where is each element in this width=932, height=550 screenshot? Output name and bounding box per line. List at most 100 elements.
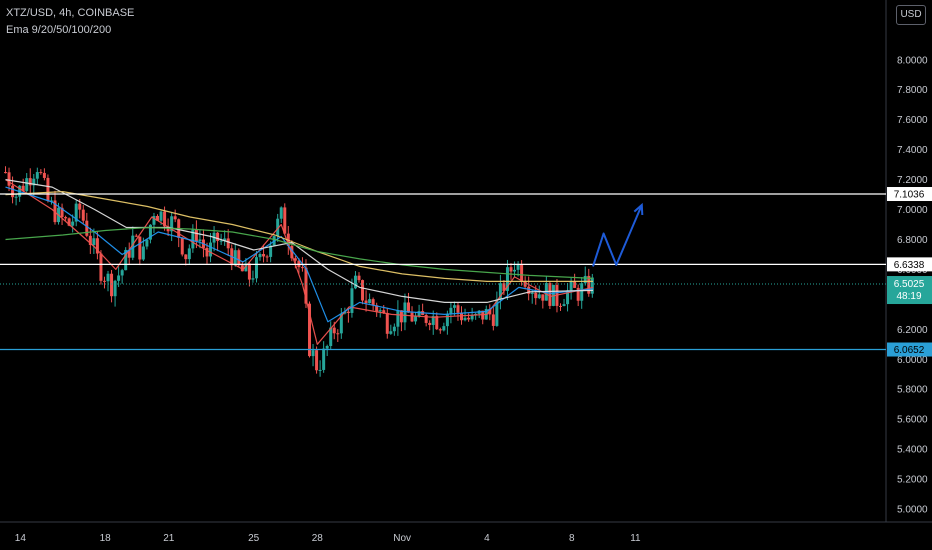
candle-body	[300, 267, 304, 269]
candle-body	[148, 224, 152, 240]
indicator-legend: Ema 9/20/50/100/200	[6, 24, 112, 36]
candle-body	[159, 211, 163, 221]
x-tick-label: 4	[484, 533, 490, 544]
candle-body	[258, 254, 262, 258]
candle-body	[120, 270, 124, 276]
candle-body	[49, 200, 53, 202]
candle-body	[580, 283, 584, 301]
y-tick-label: 5.6000	[897, 415, 928, 426]
candle-body	[583, 275, 587, 284]
candle-body	[14, 196, 18, 198]
candle-body	[205, 247, 209, 257]
candle-body	[244, 263, 248, 272]
candle-body	[4, 172, 7, 174]
candle-body	[35, 172, 39, 179]
candle-body	[64, 217, 68, 219]
candle-body	[410, 312, 414, 322]
candle-body	[219, 240, 223, 242]
candle-body	[378, 310, 382, 312]
y-tick-label: 7.6000	[897, 115, 928, 126]
candle-body	[293, 258, 297, 261]
candle-body	[449, 307, 453, 314]
candle-body	[74, 203, 78, 222]
candle-body	[254, 257, 258, 279]
candle-body	[495, 299, 499, 326]
candle-body	[113, 280, 117, 297]
candle-body	[403, 302, 407, 323]
candle-body	[32, 178, 36, 186]
candle-body	[587, 275, 591, 294]
candle-body	[569, 281, 573, 291]
candle-body	[269, 245, 273, 257]
candle-body	[223, 238, 227, 241]
candle-body	[173, 216, 177, 220]
x-tick-label: 21	[163, 533, 175, 544]
projection-arrowhead	[633, 202, 644, 216]
candle-body	[318, 369, 322, 371]
candle-body	[67, 218, 71, 226]
x-tick-label: 25	[248, 533, 260, 544]
candle-body	[353, 275, 357, 289]
candle-body	[534, 292, 538, 299]
candle-body	[424, 314, 428, 323]
candle-body	[590, 277, 594, 294]
currency-button[interactable]: USD	[896, 5, 926, 25]
candle-body	[431, 316, 435, 325]
ema-line-ema50	[5, 179, 594, 303]
candle-body	[191, 229, 195, 249]
projection-drawing[interactable]	[592, 204, 643, 267]
candle-body	[361, 280, 365, 301]
candle-body	[226, 238, 230, 249]
candle-body	[11, 185, 15, 198]
candle-body	[364, 300, 368, 304]
candle-body	[562, 304, 566, 307]
candle-body	[371, 299, 375, 306]
candle-body	[279, 207, 283, 219]
candle-body	[166, 226, 170, 232]
candle-body	[576, 287, 580, 301]
price-tag	[887, 342, 932, 357]
candle-body	[46, 177, 50, 201]
candle-body	[106, 273, 110, 282]
candle-body	[92, 238, 96, 245]
candle-body	[39, 172, 43, 174]
y-tick-label: 7.4000	[897, 145, 928, 156]
candle-body	[346, 311, 350, 313]
candle-body	[180, 237, 184, 255]
price-tag	[887, 187, 932, 202]
current-price-label: 6.5025	[894, 279, 925, 290]
candle-body	[417, 311, 421, 317]
candle-body	[392, 326, 396, 332]
candle-body	[438, 329, 442, 331]
bar-countdown-label: 48:19	[896, 291, 921, 302]
candles	[4, 166, 594, 377]
candle-body	[548, 283, 552, 306]
candle-body	[463, 317, 467, 321]
candle-body	[209, 242, 213, 257]
y-tick-label: 7.0000	[897, 205, 928, 216]
y-tick-label: 5.2000	[897, 475, 928, 486]
candle-body	[145, 239, 149, 247]
candle-body	[315, 350, 319, 371]
candle-body	[452, 305, 456, 308]
y-tick-label: 8.0000	[897, 55, 928, 66]
y-tick-label: 7.2000	[897, 175, 928, 186]
candle-body	[152, 215, 156, 225]
candle-body	[7, 172, 11, 186]
candle-body	[389, 331, 393, 334]
candle-body	[414, 316, 418, 322]
candle-body	[42, 172, 46, 178]
candle-body	[247, 263, 251, 280]
price-tag	[887, 257, 932, 272]
candle-body	[537, 294, 541, 299]
candle-body	[138, 236, 142, 260]
candle-body	[435, 316, 439, 330]
x-tick-label: 11	[630, 533, 641, 544]
candle-body	[541, 294, 545, 301]
y-tick-label: 7.8000	[897, 85, 928, 96]
y-tick-label: 6.8000	[897, 235, 928, 246]
candle-body	[329, 327, 333, 346]
candle-body	[124, 249, 128, 271]
candle-body	[308, 303, 312, 357]
